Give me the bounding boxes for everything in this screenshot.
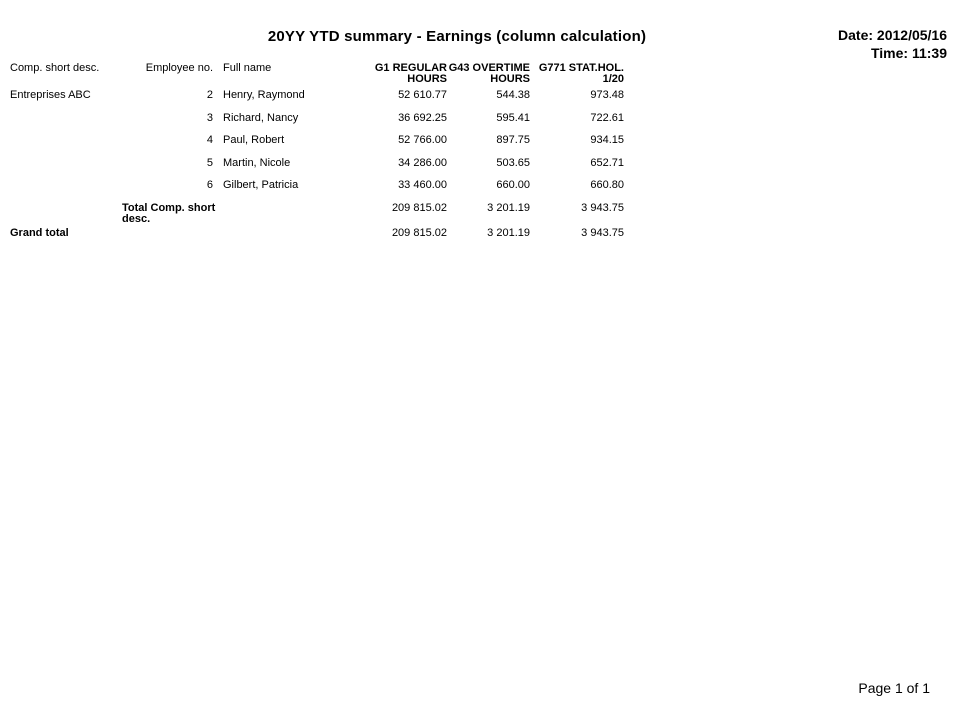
- cell-company: [10, 113, 120, 136]
- cell-employee-no: 3: [206, 111, 213, 124]
- cell-full-name: Paul, Robert: [223, 134, 285, 146]
- cell-employee-no: 6: [206, 179, 213, 191]
- table-row: 6 Gilbert, Patricia 33 460.00 660.00 660…: [10, 180, 634, 203]
- subtotal-label: Total Comp. short desc.: [122, 201, 216, 225]
- cell-g1-regular-hours-grand-total: 209 815.02: [391, 226, 447, 239]
- column-header-g771-stat-hol: G771 STAT.HOL. 1/20: [538, 62, 624, 85]
- cell-g43-overtime-hours: 503.65: [496, 156, 530, 169]
- cell-company: [10, 180, 120, 203]
- cell-g771-stat-hol: 652.71: [590, 156, 624, 169]
- report-date: Date: 2012/05/16: [838, 27, 947, 43]
- cell-full-name: Henry, Raymond: [223, 89, 305, 101]
- cell-g43-overtime-hours: 595.41: [496, 111, 530, 124]
- grand-total-label: Grand total: [10, 226, 69, 239]
- column-header-g1-regular-hours: G1 REGULAR HOURS: [374, 62, 447, 85]
- cell-g43-overtime-hours-grand-total: 3 201.19: [487, 226, 530, 239]
- cell-g1-regular-hours: 34 286.00: [398, 156, 447, 169]
- subtotal-row: Total Comp. short desc. 209 815.02 3 201…: [10, 201, 634, 225]
- cell-g43-overtime-hours: 660.00: [496, 179, 530, 191]
- cell-g1-regular-hours: 33 460.00: [398, 179, 447, 191]
- cell-full-name: Gilbert, Patricia: [223, 179, 299, 191]
- cell-g771-stat-hol: 973.48: [590, 89, 624, 101]
- table-row: 5 Martin, Nicole 34 286.00 503.65 652.71: [10, 156, 634, 181]
- cell-g1-regular-hours: 52 766.00: [398, 134, 447, 146]
- cell-g771-stat-hol-total: 3 943.75: [581, 201, 624, 214]
- column-header-g43-overtime-hours: G43 OVERTIME HOURS: [448, 62, 530, 85]
- cell-g1-regular-hours-total: 209 815.02: [391, 201, 447, 214]
- cell-g771-stat-hol: 722.61: [590, 111, 624, 124]
- cell-g43-overtime-hours: 544.38: [496, 89, 530, 101]
- cell-employee-no: 2: [206, 89, 213, 101]
- table-row: 3 Richard, Nancy 36 692.25 595.41 722.61: [10, 111, 634, 136]
- column-header-full-name: Full name: [223, 62, 272, 74]
- cell-g43-overtime-hours: 897.75: [496, 134, 530, 146]
- cell-g43-overtime-hours-total: 3 201.19: [487, 201, 530, 214]
- cell-company: Entreprises ABC: [10, 89, 91, 101]
- cell-g1-regular-hours: 36 692.25: [398, 111, 447, 124]
- page-number: Page 1 of 1: [858, 680, 930, 696]
- cell-full-name: Richard, Nancy: [223, 111, 299, 124]
- cell-employee-no: 4: [206, 134, 213, 146]
- column-header-comp-short-desc: Comp. short desc.: [10, 62, 100, 74]
- report-time: Time: 11:39: [870, 45, 947, 61]
- cell-employee-no: 5: [206, 156, 213, 169]
- cell-company: [10, 135, 120, 158]
- table-header-row: Comp. short desc. Employee no. Full name…: [10, 63, 634, 85]
- column-header-employee-no: Employee no.: [145, 62, 213, 74]
- report-datetime: Date: 2012/05/16 Time: 11:39: [838, 26, 947, 62]
- cell-g771-stat-hol-grand-total: 3 943.75: [581, 226, 624, 239]
- cell-g771-stat-hol: 934.15: [590, 134, 624, 146]
- earnings-table: Comp. short desc. Employee no. Full name…: [10, 63, 634, 239]
- cell-g1-regular-hours: 52 610.77: [398, 89, 447, 101]
- grand-total-row: Grand total 209 815.02 3 201.19 3 943.75: [10, 226, 634, 239]
- cell-spacer: [10, 203, 122, 225]
- table-row: Entreprises ABC 2 Henry, Raymond 52 610.…: [10, 90, 634, 113]
- report-title: 20YY YTD summary - Earnings (column calc…: [267, 28, 647, 45]
- cell-company: [10, 158, 120, 181]
- table-row: 4 Paul, Robert 52 766.00 897.75 934.15: [10, 135, 634, 158]
- cell-g771-stat-hol: 660.80: [590, 179, 624, 191]
- cell-full-name: Martin, Nicole: [223, 156, 291, 169]
